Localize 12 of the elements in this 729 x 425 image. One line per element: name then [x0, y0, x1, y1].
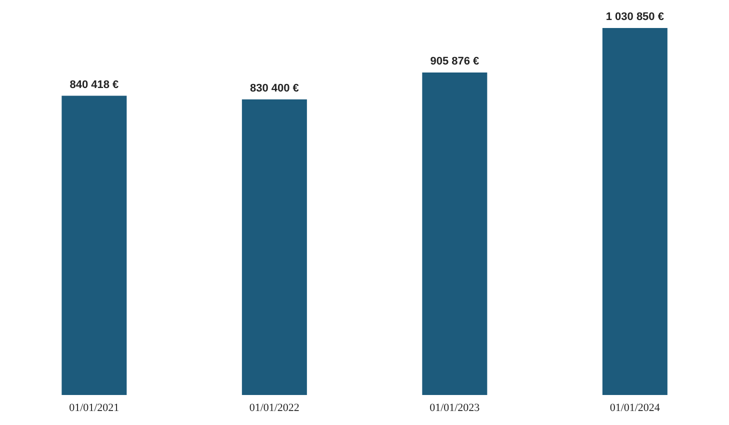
x-tick-label: 01/01/2021 — [69, 402, 120, 414]
bar — [602, 28, 668, 395]
x-tick-label: 01/01/2024 — [610, 402, 660, 414]
bar — [422, 72, 488, 395]
bar — [242, 99, 307, 395]
x-tick-label: 01/01/2023 — [430, 402, 480, 414]
bar — [62, 96, 127, 395]
x-tick-label: 01/01/2022 — [249, 402, 300, 414]
data-label: 905 876 € — [430, 55, 480, 68]
data-label: 830 400 € — [250, 82, 299, 94]
data-label: 840 418 € — [70, 78, 119, 91]
data-label: 1 030 850 € — [606, 11, 664, 23]
